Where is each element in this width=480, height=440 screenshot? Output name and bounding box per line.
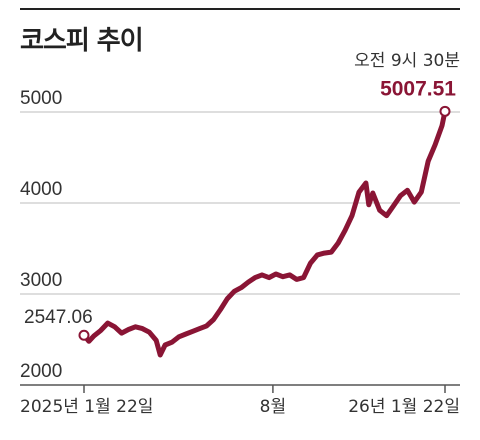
- data-point: [206, 325, 208, 327]
- data-point: [192, 330, 194, 332]
- data-point: [434, 144, 436, 146]
- data-point: [148, 331, 150, 333]
- data-point: [159, 354, 161, 356]
- data-point: [127, 328, 130, 331]
- data-point: [141, 327, 143, 330]
- data-point: [330, 251, 332, 253]
- data-point: [323, 252, 325, 254]
- x-tick-label: 2025년 1월 22일: [20, 397, 153, 417]
- x-axis-ticks: 2025년 1월 22일 8월 26년 1월 22일: [20, 385, 460, 417]
- x-tick-label: 8월: [260, 397, 286, 417]
- data-point: [358, 191, 360, 193]
- y-tick-label: 2000: [20, 361, 62, 382]
- data-point: [219, 308, 222, 311]
- data-point: [379, 209, 381, 211]
- data-point: [185, 333, 187, 335]
- series-group: [81, 108, 448, 358]
- data-point: [344, 229, 346, 231]
- y-axis-ticks: 2000 3000 4000 5000: [20, 88, 62, 382]
- data-point: [164, 344, 166, 346]
- data-point: [413, 201, 415, 203]
- data-point: [351, 215, 353, 217]
- data-point: [316, 254, 319, 256]
- data-point: [199, 327, 201, 330]
- y-tick-label: 5000: [20, 88, 62, 109]
- data-point: [233, 290, 235, 292]
- data-point: [268, 277, 270, 279]
- data-point: [372, 192, 374, 194]
- data-point: [282, 276, 284, 278]
- data-point: [88, 340, 90, 342]
- data-point: [365, 182, 367, 184]
- data-point: [178, 336, 180, 338]
- data-point: [275, 273, 277, 275]
- data-point: [399, 195, 402, 197]
- data-point: [427, 160, 429, 162]
- data-point: [337, 242, 339, 244]
- start-value-label: 2547.06: [24, 307, 93, 328]
- data-point: [100, 329, 102, 331]
- data-point: [212, 318, 215, 321]
- data-point: [134, 326, 137, 328]
- data-point: [226, 297, 229, 300]
- data-point: [171, 341, 173, 343]
- end-point-marker: [439, 105, 451, 117]
- y-tick-label: 4000: [20, 179, 62, 200]
- series-line: [81, 108, 448, 358]
- end-value-label: 5007.51: [380, 77, 456, 100]
- data-point: [254, 277, 256, 279]
- data-point: [247, 281, 249, 283]
- chart-title: 코스피 추이: [20, 26, 144, 56]
- data-point: [240, 287, 242, 289]
- data-point: [120, 332, 123, 334]
- data-point: [289, 274, 291, 276]
- data-point: [155, 339, 157, 342]
- grid-lines: [20, 111, 460, 386]
- y-tick-label: 3000: [20, 270, 62, 291]
- timestamp: 오전 9시 30분: [354, 51, 460, 71]
- data-point: [420, 191, 422, 193]
- data-point: [93, 335, 95, 337]
- start-point-marker: [78, 329, 90, 341]
- data-point: [368, 204, 370, 206]
- data-point: [261, 274, 263, 276]
- data-point: [114, 326, 116, 328]
- top-rule: [20, 8, 460, 10]
- data-point: [302, 277, 305, 279]
- annotations: 2547.06 5007.51: [24, 77, 456, 341]
- data-point: [107, 322, 109, 324]
- data-point: [386, 215, 388, 217]
- data-point: [392, 205, 395, 207]
- data-point: [309, 262, 312, 264]
- x-tick-label: 26년 1월 22일: [348, 397, 460, 417]
- data-point: [441, 125, 443, 127]
- data-point: [406, 189, 409, 191]
- data-point: [296, 278, 298, 281]
